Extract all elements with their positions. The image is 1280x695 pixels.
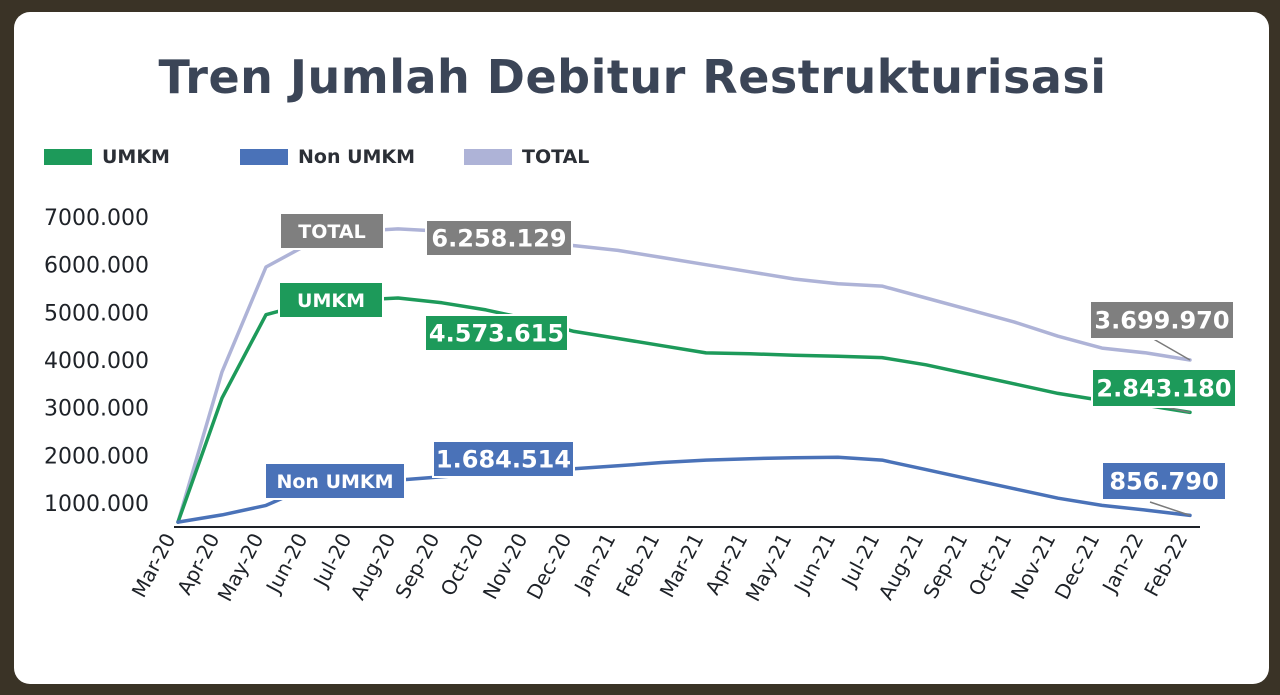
data-label-box [264, 462, 406, 500]
x-tick-label: Mar-20 [127, 529, 181, 601]
x-tick-label: Jun-21 [788, 529, 840, 598]
data-label: 1.684.514 [436, 446, 571, 474]
data-label-box [1101, 461, 1227, 501]
legend-label-non-umkm: Non UMKM [298, 146, 416, 168]
y-tick-label: 7000.000 [44, 206, 149, 231]
data-label: Non UMKM [276, 471, 393, 493]
data-label: TOTAL [298, 221, 365, 243]
data-label-box [279, 212, 385, 250]
y-tick-label: 3000.000 [44, 397, 149, 422]
data-label-box [425, 219, 573, 257]
x-tick-label: Jun-20 [260, 529, 312, 598]
legend-label-total: TOTAL [522, 146, 590, 168]
legend-item-non-umkm: Non UMKM [240, 144, 415, 170]
data-label-box [424, 314, 569, 352]
y-tick-label: 6000.000 [44, 254, 149, 279]
data-label: 6.258.129 [431, 225, 566, 253]
x-tick-label: Jul-21 [836, 529, 885, 592]
data-label: 2.843.180 [1096, 375, 1231, 403]
y-tick-label: 5000.000 [44, 301, 149, 326]
legend-label-umkm: UMKM [102, 146, 170, 168]
chart-card [14, 12, 1269, 684]
data-label-box [278, 281, 384, 319]
leader-line [1149, 501, 1191, 517]
data-label: UMKM [297, 290, 365, 312]
legend-swatch-total [464, 149, 512, 165]
legend-item-total: TOTAL [464, 144, 589, 170]
data-label: 856.790 [1109, 468, 1218, 496]
data-label: 3.699.970 [1094, 307, 1229, 335]
x-tick-label: Jul-20 [308, 529, 357, 592]
y-tick-label: 2000.000 [44, 444, 149, 469]
leader-line [1149, 336, 1191, 361]
legend-item-umkm: UMKM [44, 144, 170, 170]
chart-title: Tren Jumlah Debitur Restrukturisasi [158, 50, 1107, 104]
data-label-box [1089, 300, 1235, 340]
data-label-box [1091, 368, 1237, 408]
legend-swatch-non-umkm [240, 149, 288, 165]
y-tick-label: 1000.000 [44, 492, 149, 517]
data-label: 4.573.615 [429, 320, 564, 348]
data-label-box [432, 440, 575, 478]
y-tick-label: 4000.000 [44, 349, 149, 374]
legend-swatch-umkm [44, 149, 92, 165]
